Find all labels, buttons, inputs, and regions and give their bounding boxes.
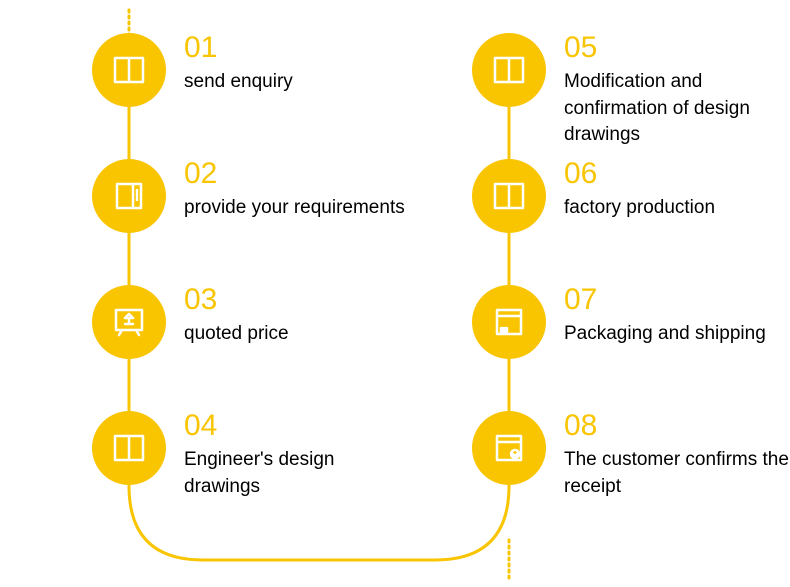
step-label: Modification and confirmation of design … — [564, 69, 790, 149]
step-text: 01 send enquiry — [184, 33, 293, 96]
step-label: Engineer's design drawings — [184, 447, 414, 500]
process-flow-diagram: 01 send enquiry 02 provide your requirement… — [0, 0, 790, 587]
process-step-04: 04 Engineer's design drawings — [92, 411, 414, 500]
package-icon — [489, 302, 529, 342]
step-number: 03 — [184, 285, 289, 315]
step-number: 07 — [564, 285, 766, 315]
confirm-icon — [489, 428, 529, 468]
step-label: quoted price — [184, 321, 289, 348]
process-step-01: 01 send enquiry — [92, 33, 293, 107]
step-text: 05 Modification and confirmation of desig… — [564, 33, 790, 149]
step-number: 04 — [184, 411, 414, 441]
step-circle — [92, 159, 166, 233]
step-circle — [92, 411, 166, 485]
step-text: 08 The customer confirms the receipt — [564, 411, 790, 500]
step-text: 06 factory production — [564, 159, 715, 222]
step-label: factory production — [564, 195, 715, 222]
step-number: 05 — [564, 33, 790, 63]
step-label: Packaging and shipping — [564, 321, 766, 348]
step-number: 06 — [564, 159, 715, 189]
step-text: 04 Engineer's design drawings — [184, 411, 414, 500]
process-step-05: 05 Modification and confirmation of desig… — [472, 33, 790, 149]
step-circle — [472, 285, 546, 359]
process-step-08: 08 The customer confirms the receipt — [472, 411, 790, 500]
step-circle — [92, 33, 166, 107]
step-text: 07 Packaging and shipping — [564, 285, 766, 348]
process-step-06: 06 factory production — [472, 159, 715, 233]
step-number: 08 — [564, 411, 790, 441]
process-step-07: 07 Packaging and shipping — [472, 285, 766, 359]
process-step-03: 03 quoted price — [92, 285, 289, 359]
ticket-icon — [109, 176, 149, 216]
book-icon — [489, 50, 529, 90]
step-label: send enquiry — [184, 69, 293, 96]
book-icon — [109, 50, 149, 90]
step-text: 03 quoted price — [184, 285, 289, 348]
step-label: The customer confirms the receipt — [564, 447, 790, 500]
step-text: 02 provide your requirements — [184, 159, 405, 222]
step-label: provide your requirements — [184, 195, 405, 222]
price-icon — [109, 302, 149, 342]
step-circle — [92, 285, 166, 359]
process-step-02: 02 provide your requirements — [92, 159, 405, 233]
step-number: 01 — [184, 33, 293, 63]
step-number: 02 — [184, 159, 405, 189]
book-icon — [109, 428, 149, 468]
step-circle — [472, 411, 546, 485]
book-icon — [489, 176, 529, 216]
step-circle — [472, 159, 546, 233]
step-circle — [472, 33, 546, 107]
